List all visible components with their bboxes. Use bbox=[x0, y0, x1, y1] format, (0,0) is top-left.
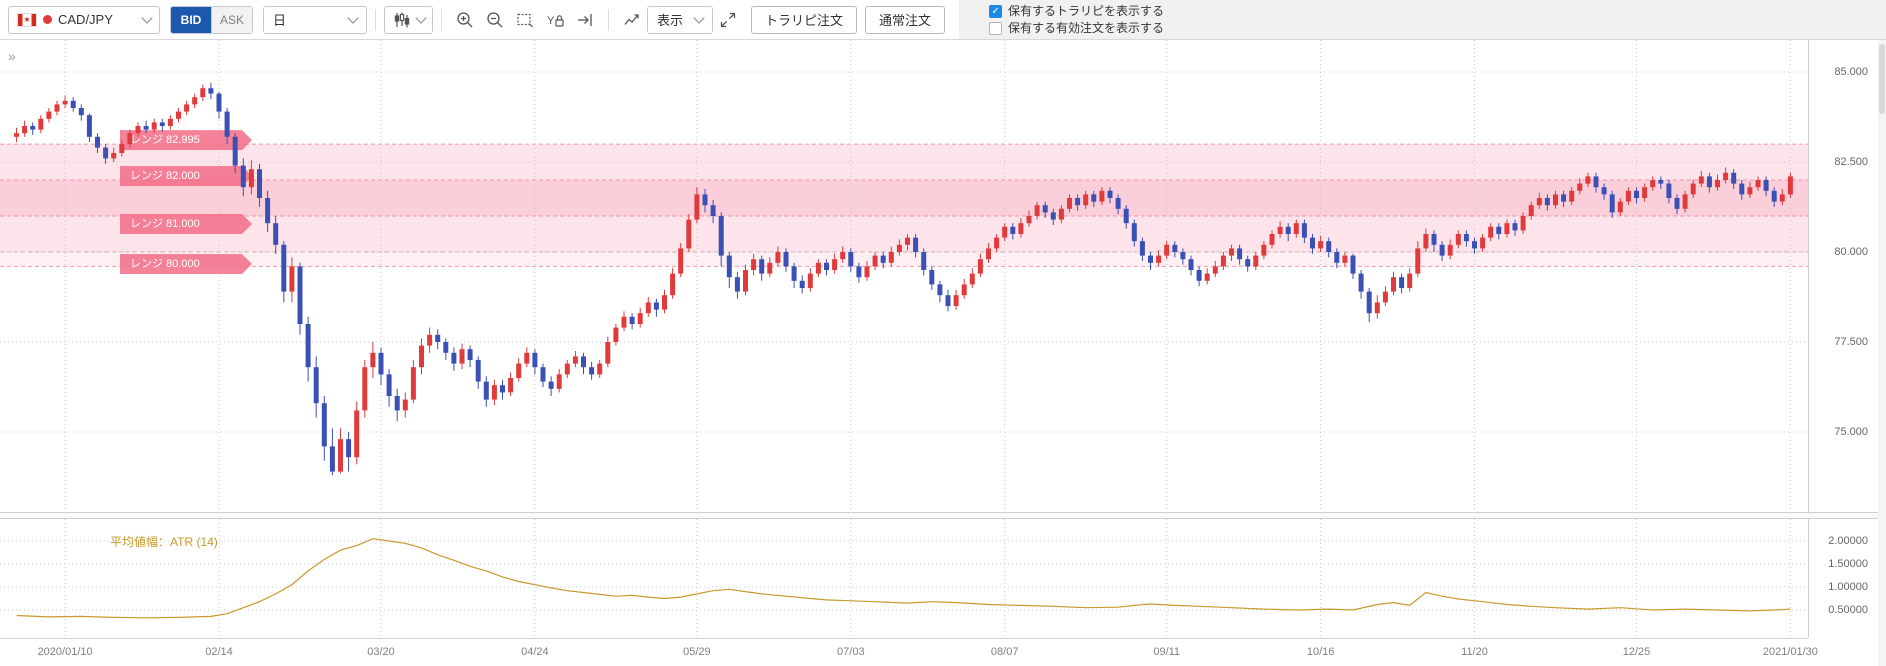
display-option-row: 保有する有効注文を表示する bbox=[989, 21, 1886, 35]
chart-scroll-button[interactable] bbox=[619, 7, 645, 33]
toolbar-separator bbox=[608, 8, 609, 31]
vertical-scrollbar[interactable] bbox=[1878, 40, 1886, 666]
canada-flag-icon: ★ bbox=[17, 12, 37, 27]
price-axis-label: 82.500 bbox=[1834, 156, 1868, 168]
y-axis-lock-button[interactable]: Y bbox=[542, 7, 568, 33]
pane-splitter[interactable] bbox=[0, 512, 1886, 519]
price-axis-label: 80.000 bbox=[1834, 246, 1868, 258]
x-axis-label: 2020/01/10 bbox=[37, 646, 93, 658]
checkbox-label: 保有するトラリピを表示する bbox=[1008, 4, 1165, 18]
fullscreen-button[interactable] bbox=[715, 7, 741, 33]
timeframe-selector[interactable]: 日 bbox=[263, 5, 367, 34]
chart-area: レンジ 82.995 レンジ 82.000 レンジ 81.000 レンジ 80.000… bbox=[0, 40, 1886, 666]
x-axis[interactable]: 2020/01/10 02/14 03/20 04/24 05/29 07/03 08/07… bbox=[0, 638, 1818, 666]
chart-type-selector[interactable] bbox=[384, 5, 433, 34]
atr-axis-label: 0.50000 bbox=[1828, 604, 1868, 616]
zoom-out-icon bbox=[487, 11, 503, 27]
price-chart-pane[interactable]: レンジ 82.995 レンジ 82.000 レンジ 81.000 レンジ 80.000… bbox=[0, 40, 1808, 512]
toolbar-separator bbox=[375, 8, 376, 31]
market-status-dot bbox=[43, 15, 52, 24]
expand-icon bbox=[720, 12, 736, 27]
range-order-tags: レンジ 82.995 レンジ 82.000 レンジ 81.000 レンジ 80.000 bbox=[0, 40, 1808, 512]
chart-toolbar: ★ CAD/JPY BID ASK 日 bbox=[0, 0, 1886, 40]
x-axis-label: 02/14 bbox=[205, 646, 233, 658]
candlestick-icon bbox=[394, 12, 410, 27]
symbol-selector[interactable]: ★ CAD/JPY bbox=[8, 5, 160, 34]
display-option-row: ✓ 保有するトラリピを表示する bbox=[989, 4, 1886, 18]
toraripi-order-button[interactable]: トラリピ注文 bbox=[751, 5, 858, 34]
x-axis-label: 08/07 bbox=[990, 646, 1019, 658]
zoom-in-icon bbox=[457, 11, 473, 27]
x-axis-label: 12/25 bbox=[1622, 646, 1651, 658]
x-axis-label: 09/11 bbox=[1153, 646, 1181, 658]
x-axis-label: 04/24 bbox=[521, 646, 549, 658]
checkbox-label: 保有する有効注文を表示する bbox=[1008, 21, 1165, 35]
show-active-orders-checkbox[interactable] bbox=[989, 21, 1003, 35]
price-bands-layer bbox=[0, 40, 1808, 512]
trend-chart-icon bbox=[624, 13, 639, 25]
range-order-tag[interactable]: レンジ 80.000 bbox=[120, 254, 252, 274]
atr-indicator-pane[interactable]: 平均値幅：ATR (14) bbox=[0, 519, 1808, 638]
candlestick-layer bbox=[14, 82, 1793, 476]
display-menu-label: 表示 bbox=[657, 13, 684, 28]
show-toraripi-checkbox[interactable]: ✓ bbox=[989, 4, 1003, 18]
atr-axis-label: 1.50000 bbox=[1828, 558, 1868, 570]
atr-axis-label: 2.00000 bbox=[1828, 535, 1868, 547]
marquee-zoom-icon bbox=[517, 13, 533, 27]
toolbar-separator bbox=[441, 8, 442, 31]
bid-button[interactable]: BID bbox=[171, 6, 211, 33]
zoom-in-button[interactable] bbox=[452, 7, 478, 33]
range-order-tag[interactable]: レンジ 82.995 bbox=[120, 130, 252, 150]
arrow-to-end-icon bbox=[578, 13, 592, 26]
chevron-down-icon bbox=[347, 12, 359, 24]
range-order-tag[interactable]: レンジ 82.000 bbox=[120, 166, 252, 186]
chevron-down-icon bbox=[415, 12, 427, 24]
go-to-latest-button[interactable] bbox=[572, 7, 598, 33]
price-axis[interactable]: 85.000 82.500 80.000 77.500 75.000 bbox=[1808, 40, 1878, 512]
expand-sidebar-icon[interactable]: » bbox=[8, 48, 16, 64]
scrollbar-thumb[interactable] bbox=[1879, 44, 1885, 114]
display-options: ✓ 保有するトラリピを表示する 保有する有効注文を表示する bbox=[959, 0, 1886, 39]
normal-order-button[interactable]: 通常注文 bbox=[865, 5, 946, 34]
x-axis-label: 05/29 bbox=[683, 646, 711, 658]
price-axis-label: 77.500 bbox=[1834, 336, 1868, 348]
svg-text:Y: Y bbox=[547, 15, 555, 27]
x-axis-label: 2021/01/30 bbox=[1762, 646, 1818, 658]
symbol-label: CAD/JPY bbox=[58, 12, 113, 27]
atr-chart-layer bbox=[0, 519, 1808, 638]
indicator-name-label: 平均値幅：ATR (14) bbox=[110, 535, 218, 549]
zoom-out-button[interactable] bbox=[482, 7, 508, 33]
ask-button[interactable]: ASK bbox=[211, 6, 252, 33]
timeframe-value: 日 bbox=[273, 13, 287, 28]
price-axis-label: 85.000 bbox=[1834, 66, 1868, 78]
x-axis-label: 03/20 bbox=[367, 646, 395, 658]
chevron-down-icon bbox=[693, 12, 705, 24]
x-axis-label: 07/03 bbox=[837, 646, 865, 658]
marquee-zoom-button[interactable] bbox=[512, 7, 538, 33]
chevron-down-icon bbox=[141, 12, 153, 24]
maple-leaf-icon: ★ bbox=[23, 14, 31, 24]
y-axis-lock-icon: Y bbox=[547, 15, 564, 27]
atr-axis-label: 1.00000 bbox=[1828, 581, 1868, 593]
price-axis-label: 75.000 bbox=[1834, 426, 1868, 438]
bid-ask-toggle: BID ASK bbox=[170, 5, 253, 34]
range-order-tag[interactable]: レンジ 81.000 bbox=[120, 214, 252, 234]
atr-axis[interactable]: 2.00000 1.50000 1.00000 0.50000 bbox=[1808, 519, 1878, 638]
display-menu-button[interactable]: 表示 bbox=[647, 5, 713, 34]
x-axis-label: 10/16 bbox=[1306, 646, 1335, 658]
x-axis-label: 11/20 bbox=[1461, 646, 1488, 658]
